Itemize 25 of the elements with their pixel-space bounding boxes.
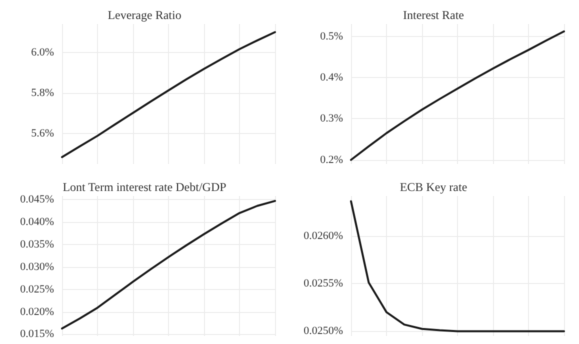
y-tick-label: 6.0%	[31, 46, 54, 58]
y-tick-label: 5.8%	[31, 86, 54, 99]
chart-title: Interest Rate	[403, 8, 464, 22]
line-series	[61, 200, 276, 330]
y-tick-label: 0.0250%	[304, 325, 343, 338]
chart-title: ECB Key rate	[400, 180, 468, 194]
chart-title: Lont Term interest rate Debt/GDP	[62, 180, 227, 194]
y-tick-label: 0.5%	[320, 30, 343, 42]
y-tick-label: 0.2%	[320, 154, 343, 166]
y-tick-label: 0.025%	[20, 283, 54, 296]
y-tick-label: 0.035%	[20, 238, 54, 250]
chart-title: Leverage Ratio	[108, 8, 182, 22]
y-tick-label: 0.040%	[20, 216, 54, 228]
y-tick-label: 0.030%	[20, 260, 54, 273]
y-tick-label: 0.4%	[320, 72, 343, 84]
y-tick-label: 0.015%	[20, 328, 54, 340]
line-series	[350, 200, 565, 332]
y-tick-label: 0.3%	[320, 112, 343, 125]
y-tick-label: 5.6%	[31, 128, 54, 140]
y-tick-label: 0.045%	[20, 194, 54, 206]
y-tick-label: 0.0260%	[304, 230, 343, 242]
y-tick-label: 0.020%	[20, 306, 54, 318]
y-tick-label: 0.0255%	[304, 278, 343, 290]
line-series	[61, 31, 276, 158]
line-series	[350, 30, 565, 161]
